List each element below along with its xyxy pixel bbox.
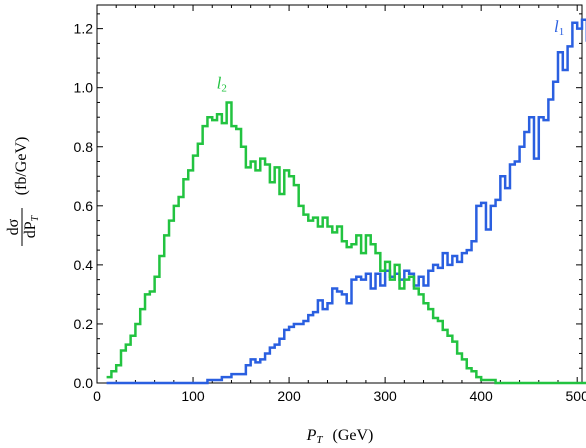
y-tick-label: 0.8 <box>74 139 94 155</box>
y-tick-label: 1.2 <box>74 21 94 37</box>
y-axis-label-den-main: dP <box>22 221 39 238</box>
y-tick-label: 0.6 <box>74 198 94 214</box>
x-tick-label: 500 <box>566 388 586 404</box>
x-tick-label: 200 <box>277 388 301 404</box>
plot-area <box>96 4 586 385</box>
x-tick-label: 300 <box>373 388 397 404</box>
x-tick-label: 100 <box>181 388 205 404</box>
y-axis-label-unit: (fb/GeV) <box>13 137 30 196</box>
x-tick-label: 400 <box>469 388 493 404</box>
series-label-l1: l1 <box>554 17 564 38</box>
series-label-l2-main: l <box>217 73 222 92</box>
series-label-l2: l2 <box>217 73 227 94</box>
y-axis-label-numerator: dσ <box>5 218 22 235</box>
x-axis-label-unit: (GeV) <box>333 427 374 444</box>
y-axis-label-denominator: dPT <box>22 214 41 238</box>
series-line-l2 <box>106 101 586 385</box>
x-axis-label-sub: T <box>316 434 323 446</box>
y-axis-label: dσ dPT (fb/GeV) <box>5 137 41 246</box>
y-axis-label-den-sub: T <box>30 214 41 221</box>
y-tick-label: 1.0 <box>74 80 94 96</box>
series-line-l1 <box>106 18 586 385</box>
y-tick-label: 0.2 <box>74 316 94 332</box>
y-tick-label: 0.4 <box>74 257 94 273</box>
plot-frame <box>96 4 583 384</box>
x-tick-labels: 0 100 200 300 400 500 <box>93 388 586 404</box>
series-layer <box>106 18 586 385</box>
x-tick-label: 0 <box>93 388 101 404</box>
y-tick-labels: 0.0 0.2 0.4 0.6 0.8 1.0 1.2 <box>74 21 94 391</box>
tick-marks <box>96 5 582 384</box>
x-axis-label-symbol: P <box>306 427 317 444</box>
y-tick-label: 0.0 <box>74 375 94 391</box>
series-label-l1-main: l <box>554 17 559 36</box>
x-axis-label: PT (GeV) <box>306 427 374 446</box>
series-label-l1-sub: 1 <box>559 26 565 38</box>
series-label-l2-sub: 2 <box>221 82 227 94</box>
